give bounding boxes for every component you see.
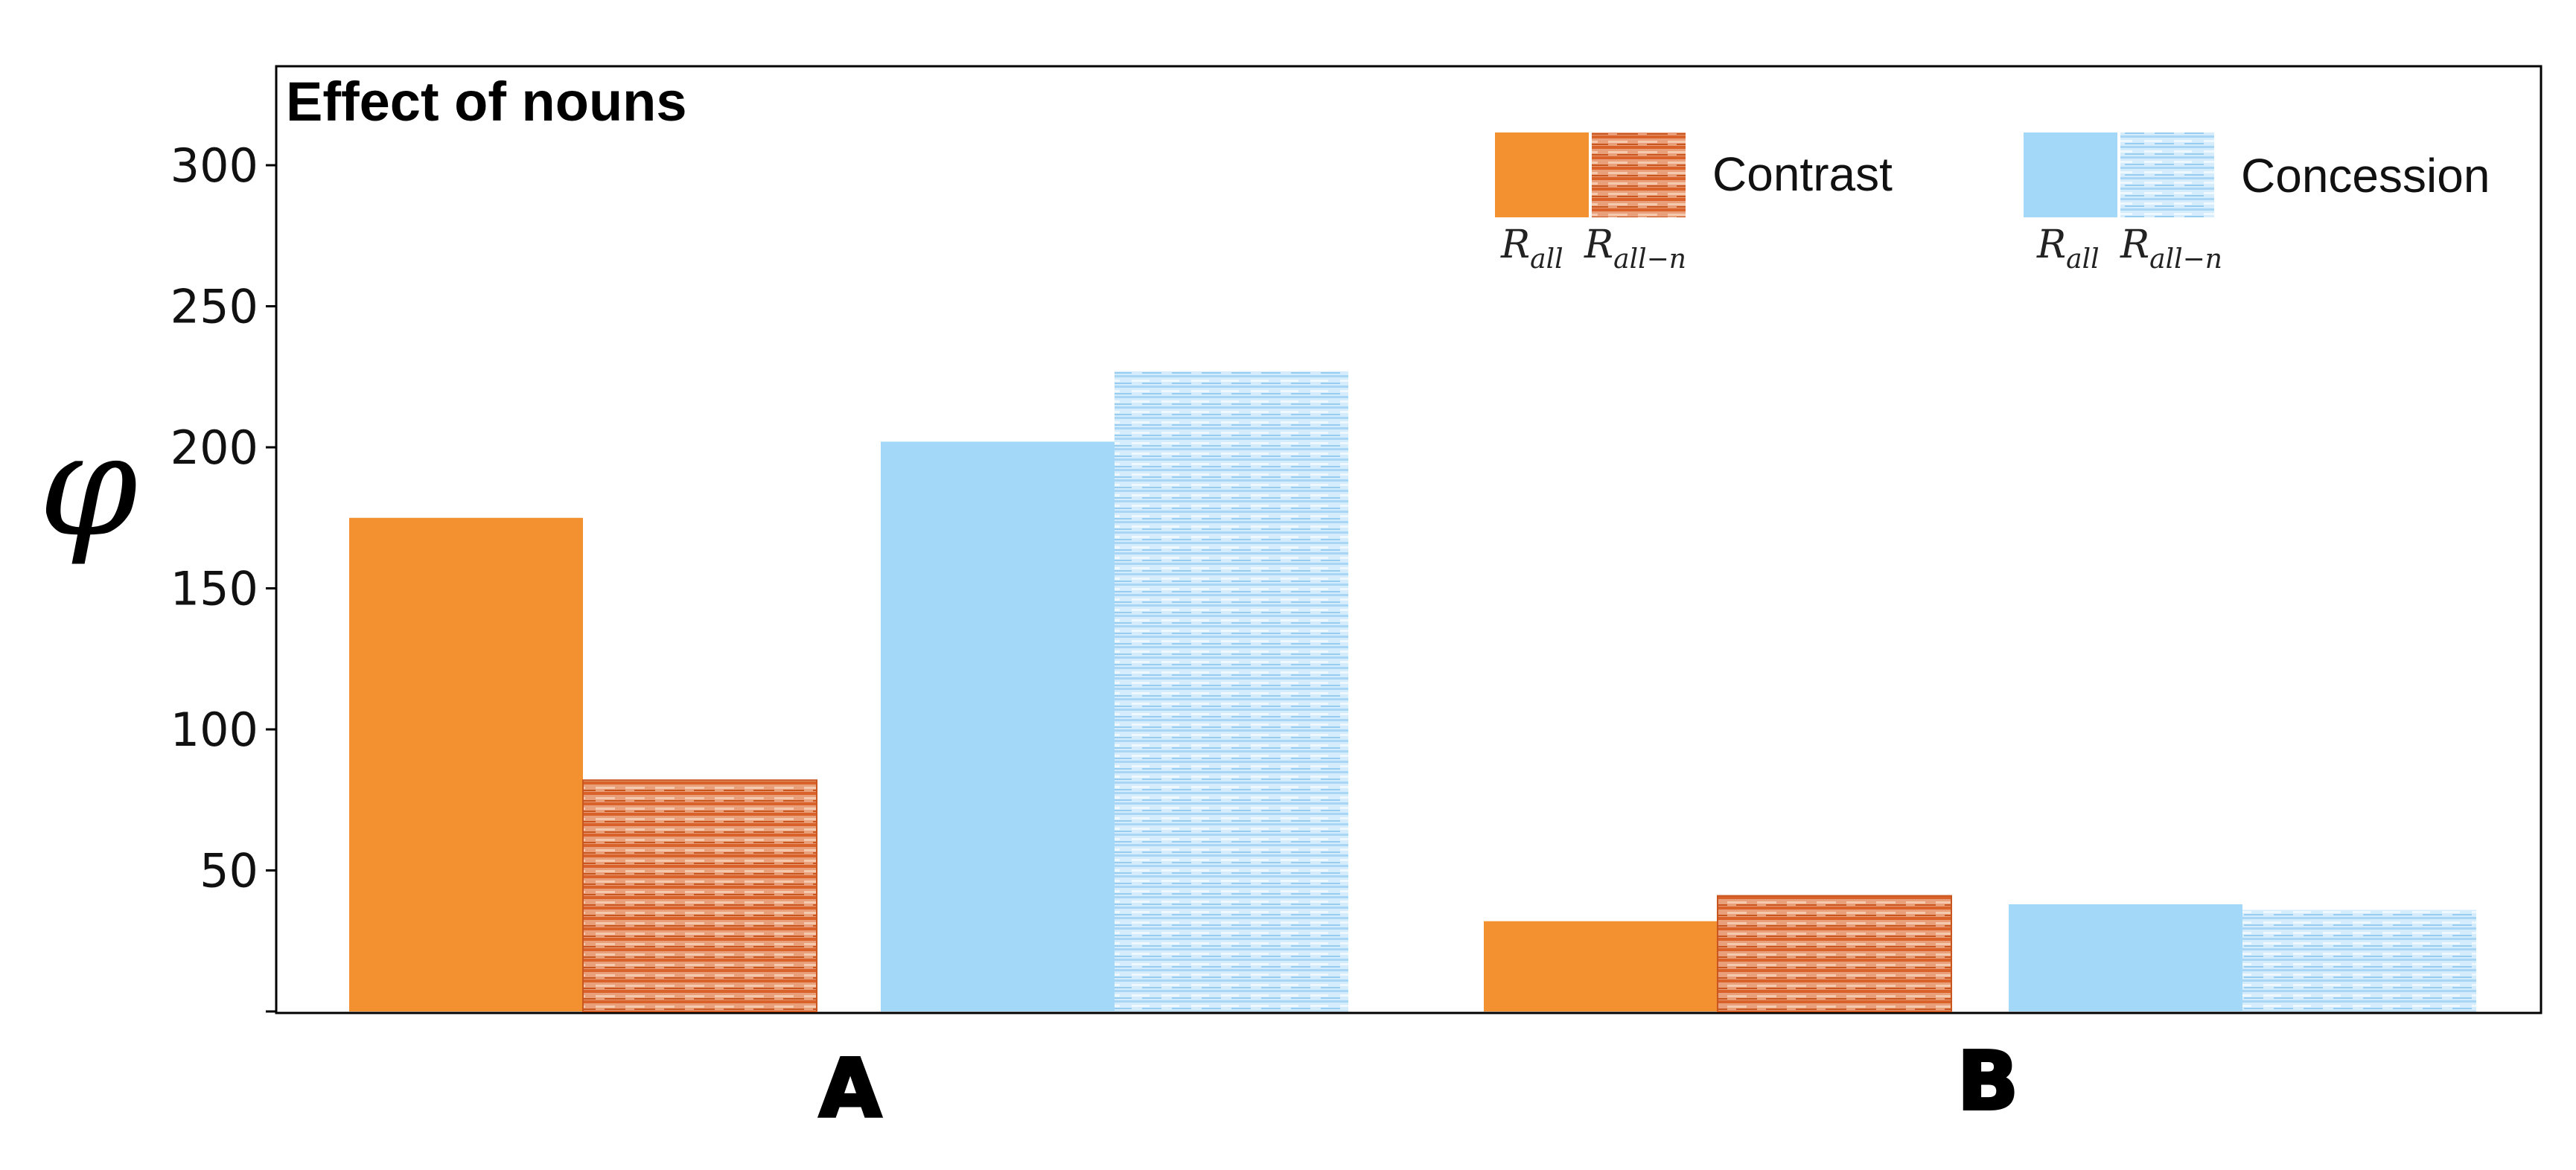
bar-b-contrast-ralln bbox=[1717, 895, 1952, 1012]
plot-frame bbox=[275, 65, 2542, 1014]
legend: Contrast Rall Rall−n Concession Rall Ral… bbox=[1495, 132, 2490, 275]
legend-swatch-contrast-ralln bbox=[1592, 132, 1686, 217]
x-category-label: A bbox=[819, 1043, 881, 1136]
legend-group-contrast: Contrast Rall Rall−n bbox=[1495, 132, 1893, 275]
legend-label-contrast: Contrast bbox=[1712, 147, 1893, 201]
legend-swatch-concession-ralln bbox=[2120, 132, 2214, 217]
bar-a-concession-ralln bbox=[1115, 371, 1348, 1011]
y-tick-label: 50 bbox=[200, 844, 258, 898]
legend-label-concession: Concession bbox=[2241, 149, 2490, 202]
bar-a-contrast-rall bbox=[349, 517, 583, 1011]
legend-group-concession: Concession Rall Rall−n bbox=[2024, 132, 2490, 275]
bars bbox=[349, 371, 2476, 1012]
y-tick-label: 250 bbox=[170, 280, 258, 334]
y-tick-label: 150 bbox=[170, 562, 258, 616]
bar-b-concession-rall bbox=[2009, 904, 2242, 1011]
legend-swatch-contrast-rall bbox=[1495, 132, 1589, 217]
bar-a-contrast-ralln bbox=[582, 779, 817, 1012]
legend-sub-concession-rall: Rall bbox=[2036, 223, 2100, 275]
y-tick-label: 100 bbox=[170, 703, 258, 757]
y-tick-label: 200 bbox=[170, 421, 258, 475]
legend-sub-concession-ralln: Rall−n bbox=[2120, 223, 2222, 275]
bar-b-contrast-rall bbox=[1484, 921, 1718, 1011]
y-axis: 50 100 150 200 250 300 bbox=[170, 138, 276, 1013]
y-axis-label: φ bbox=[39, 403, 138, 568]
bar-b-concession-ralln bbox=[2242, 910, 2476, 1011]
legend-swatch-concession-rall bbox=[2024, 132, 2117, 217]
bar-a-concession-rall bbox=[881, 441, 1115, 1011]
legend-sub-contrast-rall: Rall bbox=[1500, 223, 1563, 275]
legend-sub-contrast-ralln: Rall−n bbox=[1584, 223, 1686, 275]
x-category-label: B bbox=[1957, 1035, 2018, 1128]
y-tick-label: 300 bbox=[170, 138, 258, 193]
chart-title: Effect of nouns bbox=[286, 71, 687, 132]
